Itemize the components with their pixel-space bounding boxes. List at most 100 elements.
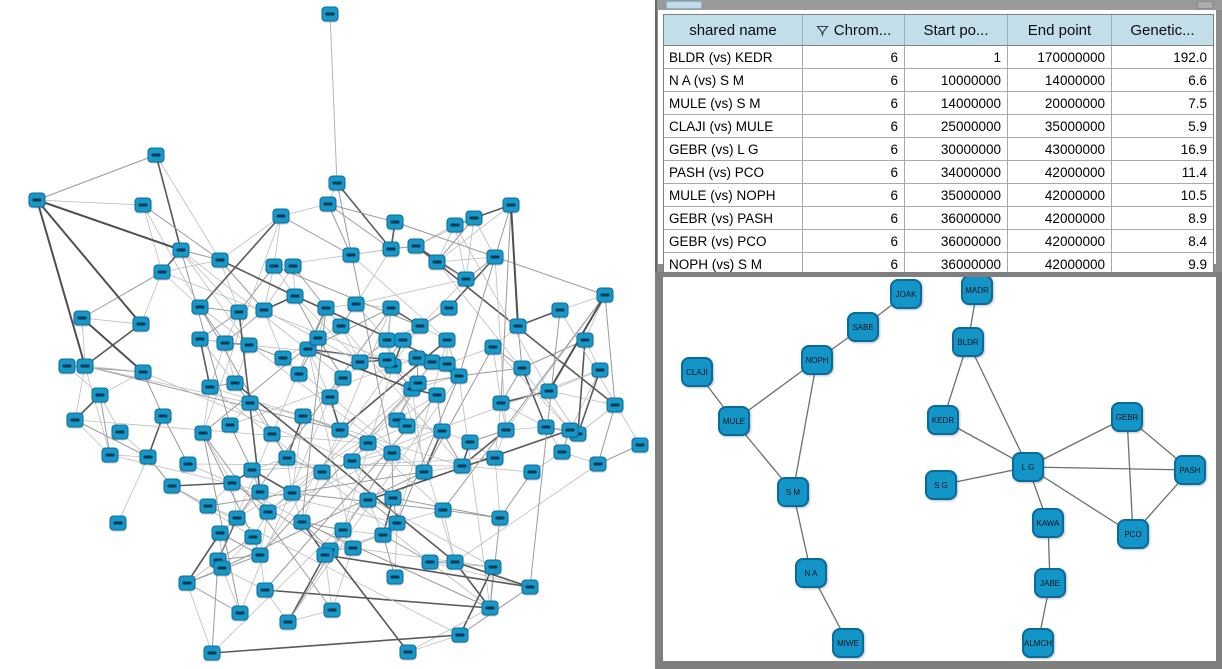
network-node[interactable] [278,450,296,466]
network-node[interactable] [383,445,401,461]
network-node[interactable] [241,395,259,411]
horizontal-scroll-thumb[interactable] [666,1,702,9]
network-node[interactable] [228,510,246,526]
network-node[interactable] [251,484,269,500]
network-node[interactable] [213,560,231,576]
table-row[interactable]: PASH (vs) PCO 6 34000000 42000000 11.4 [664,160,1213,183]
network-node[interactable] [73,310,91,326]
subnetwork-node-claji[interactable]: CLAJI [681,357,713,387]
scroll-corner-button[interactable] [1197,1,1213,9]
subnetwork-node-gebr[interactable]: GEBR [1111,402,1143,432]
network-node[interactable] [293,514,311,530]
column-header-startpo[interactable]: Start po... [905,15,1008,45]
network-node[interactable] [263,426,281,442]
network-node[interactable] [132,316,150,332]
table-row[interactable]: NOPH (vs) S M 6 36000000 42000000 9.9 [664,252,1213,275]
network-node[interactable] [450,368,468,384]
subnetwork-node-joak[interactable]: JOAK [890,279,922,309]
network-node[interactable] [231,605,249,621]
subnetwork-node-sabe[interactable]: SABE [847,312,879,342]
table-row[interactable]: N A (vs) S M 6 10000000 14000000 6.6 [664,68,1213,91]
subnetwork-node-mule[interactable]: MULE [718,406,750,436]
subnetwork-node-l-g[interactable]: L G [1012,452,1044,482]
subnetwork-node-kawa[interactable]: KAWA [1032,508,1064,538]
table-row[interactable]: CLAJI (vs) MULE 6 25000000 35000000 5.9 [664,114,1213,137]
column-header-endpoint[interactable]: End point [1008,15,1112,45]
network-node[interactable] [172,242,190,258]
subnetwork-node-pash[interactable]: PASH [1174,455,1206,485]
network-node[interactable] [481,600,499,616]
network-node[interactable] [178,575,196,591]
network-node[interactable] [378,332,396,348]
network-node[interactable] [255,302,273,318]
subnetwork-node-madr[interactable]: MADR [961,277,993,305]
network-node[interactable] [382,241,400,257]
network-node[interactable] [272,208,290,224]
subnetwork-node-s-g[interactable]: S G [925,470,957,500]
network-node[interactable] [484,339,502,355]
network-node[interactable] [342,247,360,263]
network-node[interactable] [153,264,171,280]
network-node[interactable] [163,478,181,494]
network-node[interactable] [199,498,217,514]
network-node[interactable] [265,258,283,274]
network-node[interactable] [243,462,261,478]
network-node[interactable] [331,422,349,438]
column-header-sharedname[interactable]: shared name [664,15,803,45]
network-node[interactable] [589,456,607,472]
network-node[interactable] [251,547,269,563]
network-node[interactable] [334,370,352,386]
network-node[interactable] [216,335,234,351]
network-node[interactable] [211,252,229,268]
network-node[interactable] [591,362,609,378]
network-node[interactable] [359,435,377,451]
network-node[interactable] [398,418,416,434]
network-node[interactable] [359,492,377,508]
network-node[interactable] [230,304,248,320]
network-node[interactable] [284,258,302,274]
network-node[interactable] [491,510,509,526]
network-node[interactable] [101,447,119,463]
network-node[interactable] [438,356,456,372]
network-node[interactable] [134,364,152,380]
subnetwork-node-pco[interactable]: PCO [1117,519,1149,549]
network-node[interactable] [317,300,335,316]
network-node[interactable] [453,458,471,474]
network-node[interactable] [537,419,555,435]
network-node[interactable] [521,579,539,595]
network-node[interactable] [440,300,458,316]
network-node[interactable] [631,437,649,453]
network-node[interactable] [328,175,346,191]
network-node[interactable] [553,444,571,460]
network-node[interactable] [486,249,504,265]
network-node[interactable] [154,408,172,424]
network-node[interactable] [332,318,350,334]
network-node[interactable] [484,559,502,575]
network-node[interactable] [147,147,165,163]
network-node[interactable] [438,332,456,348]
network-node[interactable] [191,299,209,315]
network-node[interactable] [91,387,109,403]
network-node[interactable] [415,464,433,480]
network-node[interactable] [433,423,451,439]
network-node[interactable] [378,352,396,368]
table-row[interactable]: GEBR (vs) PCO 6 36000000 42000000 8.4 [664,229,1213,252]
column-header-genetic[interactable]: Genetic... [1112,15,1213,45]
network-node[interactable] [226,375,244,391]
network-node[interactable] [109,515,127,531]
network-node[interactable] [134,197,152,213]
network-node[interactable] [394,332,412,348]
network-node[interactable] [256,582,274,598]
network-node[interactable] [221,417,239,433]
network-node[interactable] [351,354,369,370]
network-node[interactable] [201,379,219,395]
network-node[interactable] [274,350,292,366]
network-node[interactable] [434,502,452,518]
network-node[interactable] [321,389,339,405]
column-header-chrom[interactable]: Chrom... [803,15,905,45]
network-node[interactable] [211,525,229,541]
network-node[interactable] [428,387,446,403]
network-node[interactable] [388,515,406,531]
network-node[interactable] [316,547,334,563]
network-node[interactable] [576,332,594,348]
